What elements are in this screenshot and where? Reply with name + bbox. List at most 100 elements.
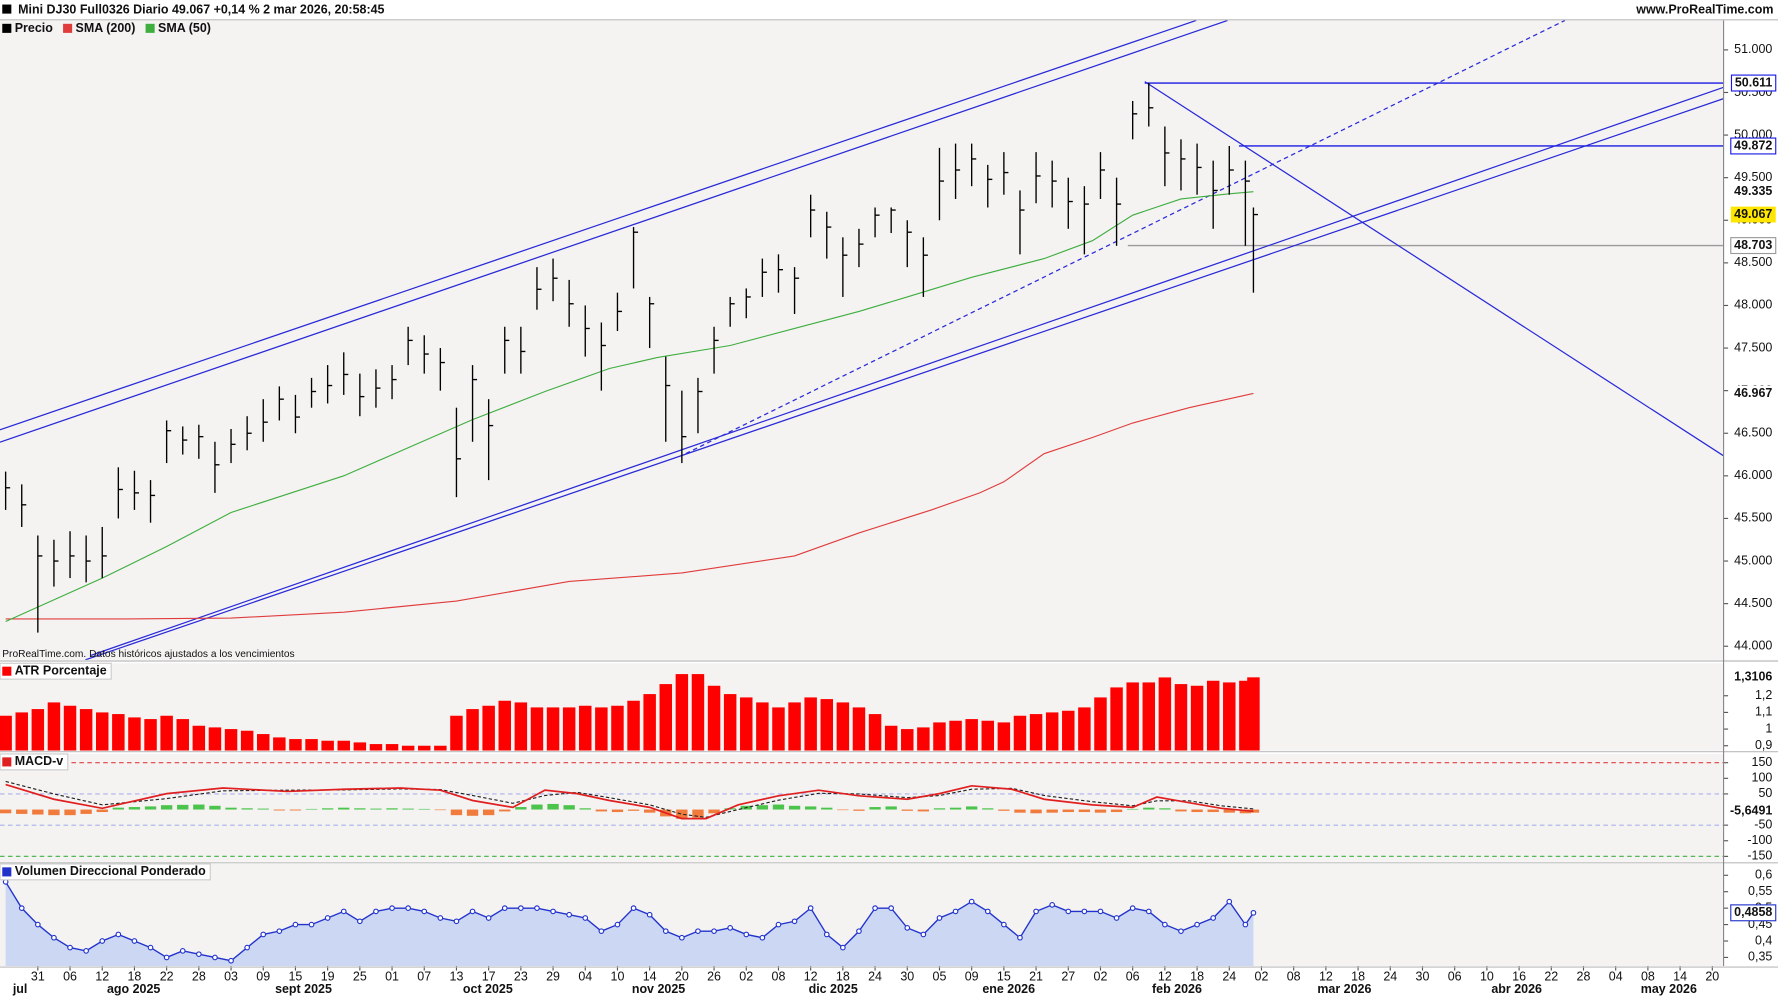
site-link[interactable]: www.ProRealTime.com	[1635, 3, 1773, 17]
y-tick-label: 44.000	[1734, 639, 1772, 653]
panel-title-swatch	[2, 757, 12, 767]
vdp-point	[437, 915, 444, 921]
last-value-label: 1,3106	[1734, 670, 1772, 684]
macd-histogram-bar	[305, 808, 318, 810]
signal-line	[5, 780, 1254, 818]
macd-histogram-bar	[257, 808, 269, 810]
atr-bar	[756, 702, 769, 751]
macd-histogram-bar	[48, 809, 60, 816]
month-label: ene 2026	[982, 982, 1035, 996]
macd-histogram-bar	[386, 808, 398, 810]
vdp-point	[1242, 921, 1249, 928]
macd-histogram-bar	[144, 806, 157, 810]
macd-histogram-bar	[982, 808, 994, 810]
month-label: ago 2025	[107, 982, 160, 996]
vdp-point	[453, 918, 460, 925]
y-tick-label: 0,35	[1748, 950, 1772, 964]
x-tick-label: 26	[707, 970, 721, 984]
vdp-point	[67, 944, 73, 951]
vdp-point	[115, 931, 122, 938]
atr-bar	[579, 705, 592, 751]
vdp-point	[759, 934, 766, 941]
macd-histogram-bar	[499, 809, 511, 812]
macd-histogram-bar	[1078, 809, 1091, 813]
atr-bar	[224, 729, 238, 751]
vdp-point	[405, 905, 411, 911]
atr-bar	[1190, 685, 1204, 751]
vdp-point	[807, 905, 814, 911]
atr-bar	[160, 715, 173, 751]
vdp-point	[1081, 908, 1088, 915]
y-tick-label: 0,6	[1755, 868, 1772, 882]
atr-bar	[305, 739, 318, 751]
atr-bar	[466, 709, 479, 751]
atr-bar	[96, 712, 109, 751]
atr-bar	[401, 745, 415, 751]
macd-histogram-bar	[595, 809, 608, 812]
legend-swatch	[145, 23, 155, 33]
vdp-point	[775, 921, 782, 928]
x-tick-label: 21	[1029, 970, 1043, 984]
atr-bar	[546, 707, 560, 751]
vdp-point	[968, 898, 975, 905]
atr-bar	[611, 705, 624, 751]
vdp-point	[389, 905, 395, 911]
macd-histogram-bar	[853, 809, 865, 811]
vdp-point	[501, 905, 508, 911]
vdp-point	[83, 948, 89, 954]
atr-bar	[15, 712, 28, 751]
macd-histogram-bar	[1062, 809, 1074, 813]
atr-bar	[450, 715, 463, 751]
x-tick-label: 05	[933, 970, 947, 984]
atr-bar	[1158, 677, 1172, 751]
macd-histogram-bar	[16, 809, 28, 814]
atr-bar	[1078, 707, 1091, 751]
macd-histogram-bar	[933, 808, 946, 810]
vdp-point	[212, 954, 218, 961]
last-value-label: 46.967	[1734, 386, 1772, 400]
x-tick-label: 06	[63, 970, 77, 984]
macd-histogram-bar	[225, 807, 237, 810]
atr-bar	[627, 700, 640, 751]
y-tick-label: 45.500	[1734, 511, 1772, 525]
x-tick-label: 27	[1061, 970, 1075, 984]
x-tick-label: 25	[353, 970, 367, 984]
vdp-point	[260, 931, 267, 938]
atr-bar	[820, 699, 834, 751]
atr-bar	[1126, 682, 1139, 751]
vdp-point	[791, 918, 798, 925]
vdp-point	[598, 928, 605, 934]
x-tick-label: 02	[1255, 970, 1269, 984]
atr-bar	[498, 700, 511, 751]
atr-bar	[144, 719, 157, 751]
y-tick-label: 45.000	[1734, 553, 1772, 567]
atr-bar	[418, 745, 431, 751]
atr-bar	[1094, 697, 1107, 751]
x-tick-label: 30	[900, 970, 914, 984]
macd-histogram-bar	[193, 804, 205, 810]
macd-histogram-bar	[338, 807, 350, 810]
vdp-point	[872, 905, 878, 911]
atr-bar	[643, 694, 656, 751]
macd-histogram-bar	[869, 807, 881, 810]
macd-histogram-bar	[821, 807, 833, 810]
chart-title: Mini DJ30 Full0326 Diario 49.067 +0,14 %…	[18, 3, 384, 17]
atr-bar	[949, 720, 962, 751]
macd-histogram-bar	[949, 807, 962, 810]
atr-bar	[595, 707, 608, 751]
macd-histogram-bar	[209, 805, 221, 810]
vdp-point	[1049, 902, 1056, 908]
last-value-box	[1730, 904, 1777, 922]
vdp-point	[1065, 908, 1072, 915]
vdp-point	[1001, 921, 1007, 928]
vdp-point	[614, 921, 621, 928]
vdp-point	[244, 944, 250, 951]
vdp-point	[1178, 928, 1184, 934]
y-tick-label: 1	[1765, 721, 1772, 735]
macd-histogram-bar	[579, 808, 591, 810]
vdp-point	[920, 931, 927, 938]
atr-bar	[514, 702, 528, 751]
x-tick-label: 16	[1512, 970, 1526, 984]
month-label: oct 2025	[463, 982, 513, 996]
vdp-point	[727, 925, 733, 931]
